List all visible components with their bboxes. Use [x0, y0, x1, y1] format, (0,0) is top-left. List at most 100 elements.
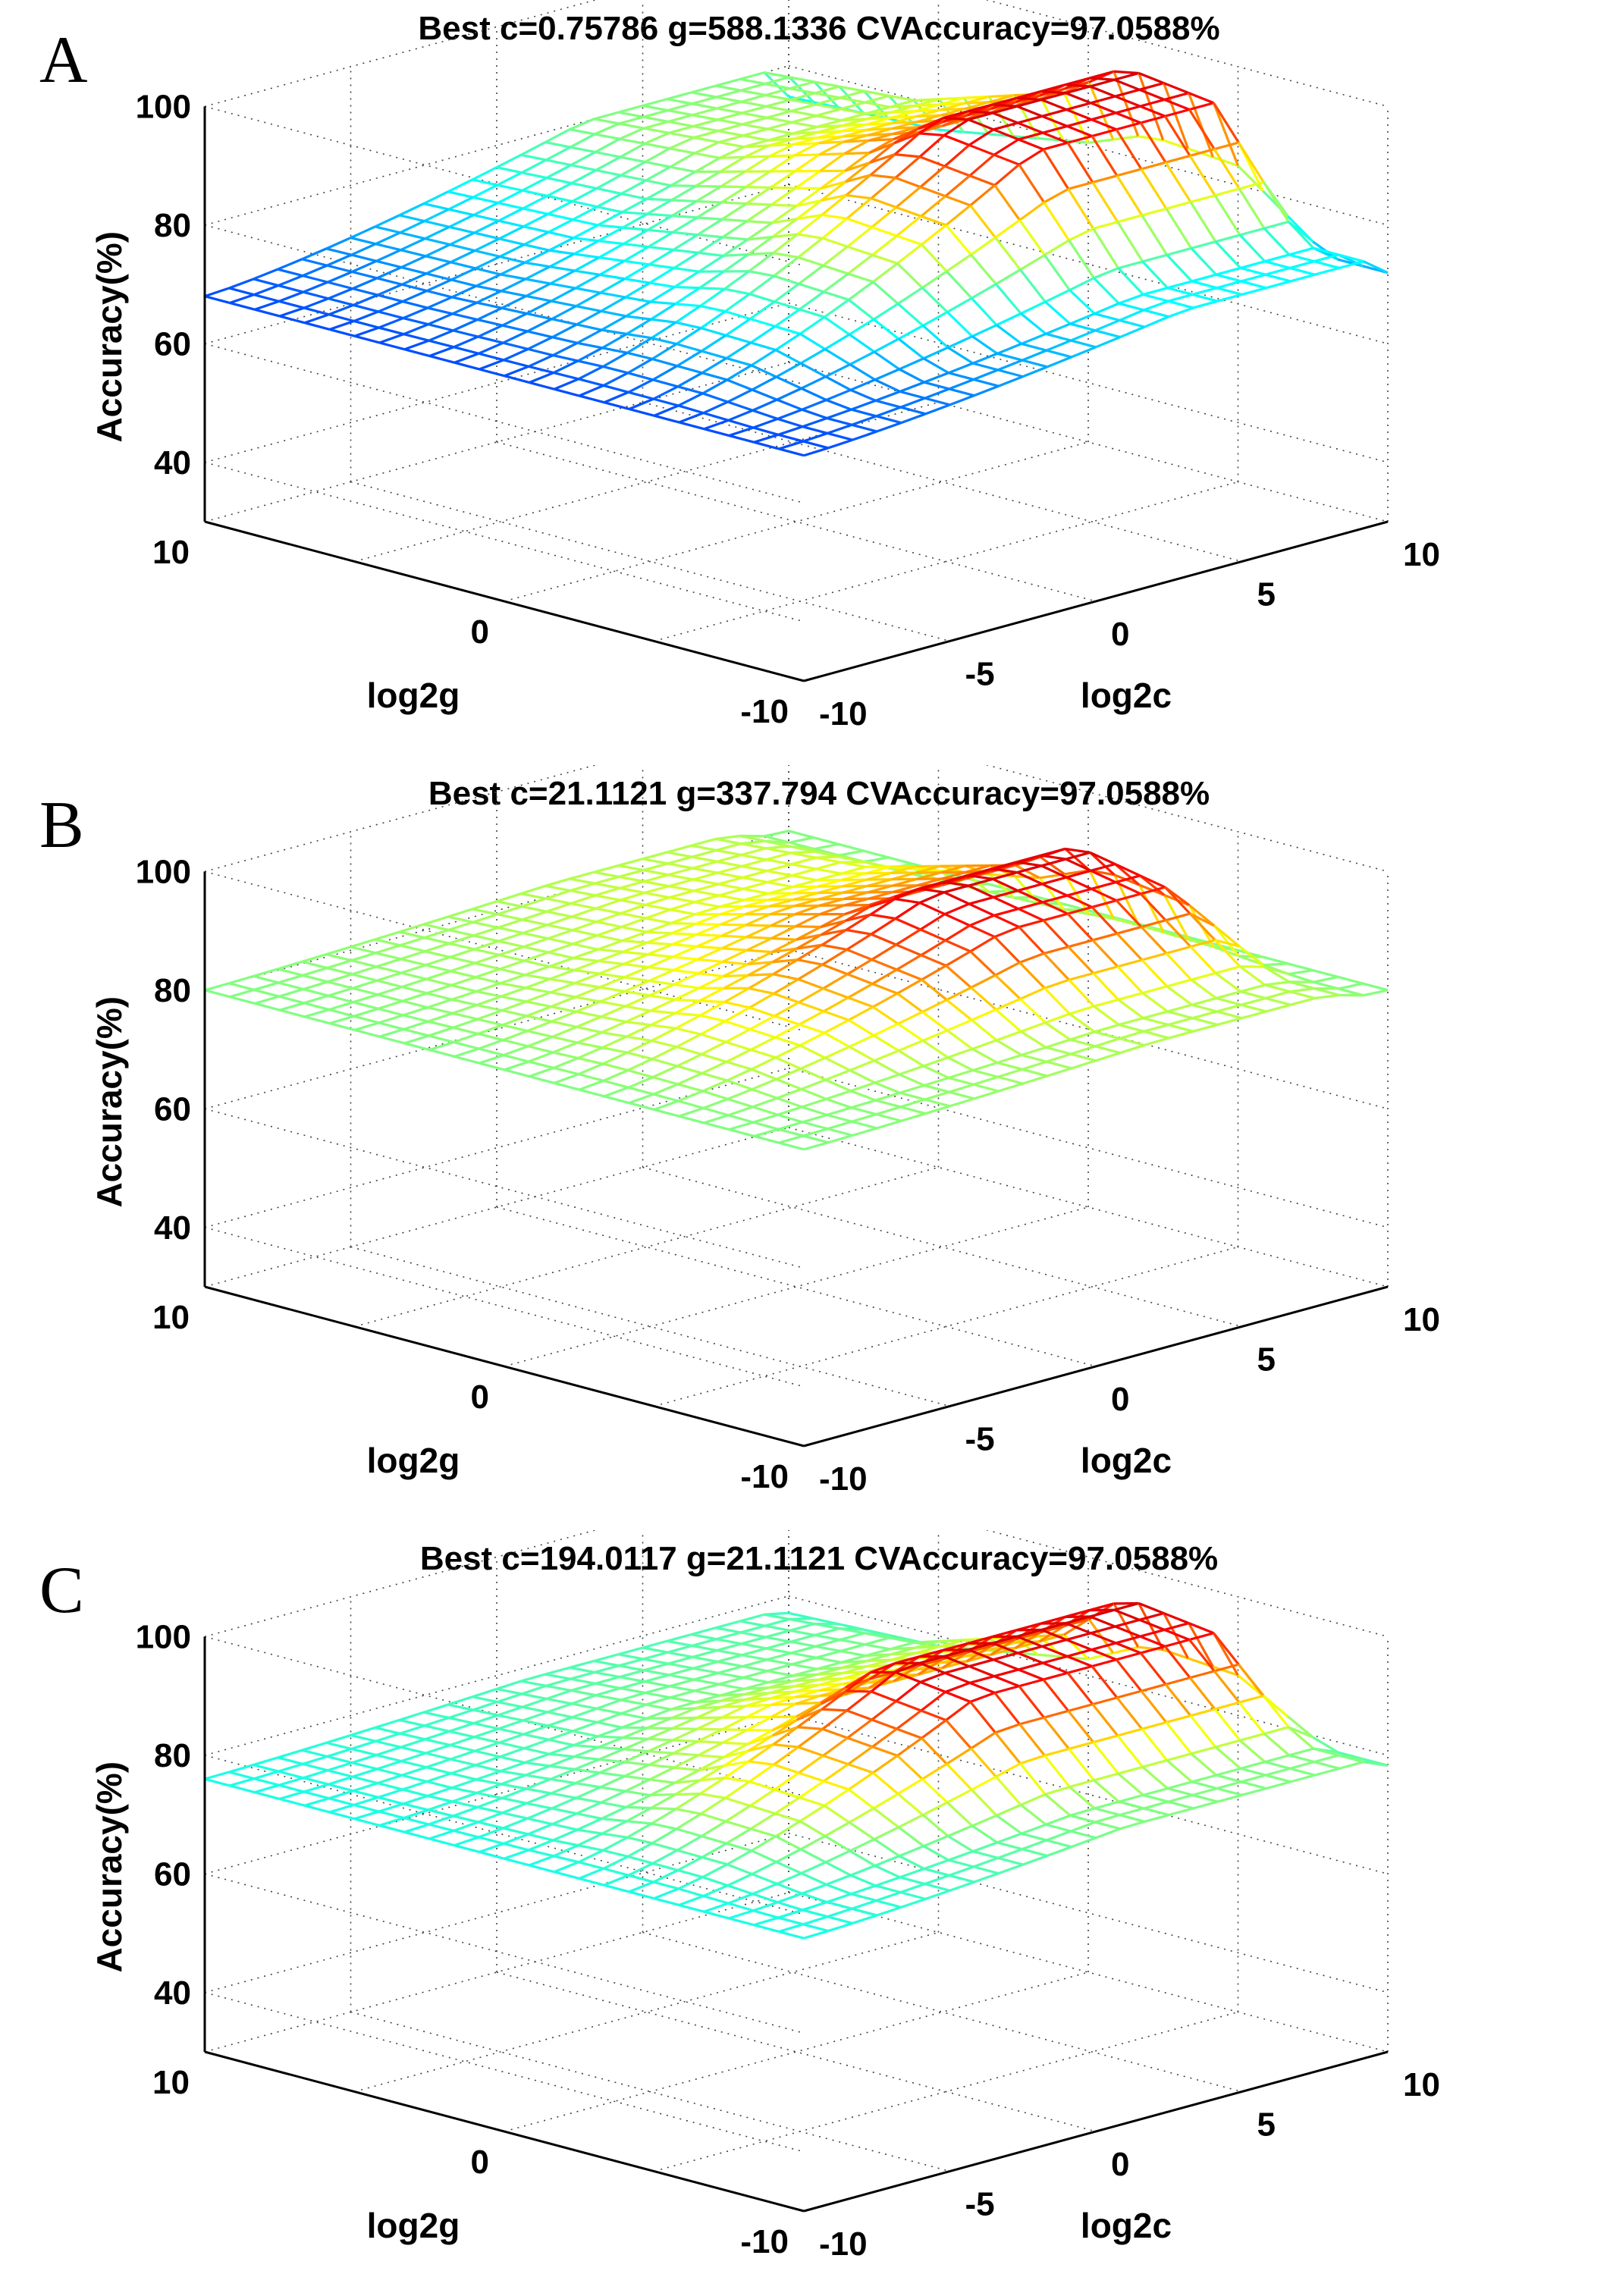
surface-mesh-line: [644, 142, 670, 150]
surface-mesh-line: [875, 1106, 901, 1116]
surface-mesh-line: [651, 318, 676, 324]
surface-mesh-line: [1264, 253, 1290, 263]
surface-mesh-line: [1067, 1710, 1094, 1743]
surface-mesh-line: [1094, 329, 1121, 339]
surface-mesh-line: [674, 287, 701, 306]
surface-mesh-line: [426, 278, 452, 293]
surface-mesh-line: [551, 336, 578, 344]
surface-mesh-line: [746, 220, 773, 224]
surface-mesh-line: [620, 179, 647, 195]
surface-mesh-line: [670, 184, 696, 187]
surface-mesh-line: [749, 993, 775, 1009]
surface-mesh-line: [642, 104, 668, 112]
surface-mesh-line: [528, 354, 554, 368]
surface-mesh-line: [1216, 996, 1242, 1006]
surface-mesh-line: [896, 954, 922, 971]
surface-mesh-line: [698, 251, 723, 257]
surface-mesh-line: [403, 1020, 429, 1030]
surface-mesh-line: [644, 891, 670, 899]
surface-mesh-line: [699, 1014, 726, 1023]
surface-mesh-line: [1265, 1767, 1291, 1777]
surface-mesh-line: [798, 1771, 824, 1783]
surface-mesh-line: [815, 867, 842, 875]
surface-mesh-line: [1138, 71, 1165, 85]
surface-mesh-line: [375, 930, 400, 941]
surface-mesh-line: [1091, 881, 1116, 890]
surface-mesh-line: [770, 187, 797, 206]
surface-mesh-line: [824, 333, 850, 350]
surface-mesh-line: [998, 375, 1024, 387]
surface-mesh-line: [620, 174, 646, 182]
surface-mesh-line: [1090, 102, 1116, 114]
surface-mesh-line: [1020, 1021, 1046, 1033]
surface-mesh-line: [1288, 980, 1315, 990]
surface-mesh-line: [776, 1067, 802, 1081]
surface-mesh-line: [400, 1760, 427, 1769]
surface-mesh-line: [623, 1736, 648, 1740]
surface-mesh-line: [1263, 1733, 1291, 1757]
surface-mesh-line: [594, 133, 620, 140]
surface-mesh-line: [724, 293, 751, 312]
surface-mesh-line: [797, 958, 823, 966]
surface-mesh-line: [1065, 77, 1091, 86]
surface-mesh-line: [1339, 260, 1364, 270]
surface-mesh-line: [303, 297, 329, 309]
wall-grid-line: [204, 461, 805, 623]
surface-mesh-line: [849, 350, 875, 366]
surface-mesh-line: [473, 939, 500, 951]
surface-mesh-line: [918, 134, 946, 158]
surface-mesh-line: [546, 182, 573, 197]
floor-grid-line: [496, 1971, 1097, 2132]
surface-mesh-line: [326, 967, 353, 976]
surface-mesh-line: [921, 1762, 948, 1780]
surface-mesh-line: [943, 1655, 970, 1668]
surface-mesh-line: [1166, 1714, 1191, 1724]
surface-mesh-line: [329, 319, 355, 331]
surface-mesh-line: [449, 948, 475, 958]
surface-mesh-line: [992, 1635, 1018, 1645]
surface-mesh-line: [1240, 260, 1266, 270]
surface-mesh-line: [798, 1001, 824, 1013]
surface-mesh-line: [354, 1810, 380, 1821]
surface-mesh-line: [991, 861, 1017, 870]
surface-mesh-line: [643, 115, 669, 123]
surface-mesh-line: [790, 852, 816, 859]
surface-mesh-line: [918, 880, 944, 890]
surface-mesh-line: [993, 138, 1019, 156]
surface-mesh-line: [527, 1035, 553, 1048]
surface-mesh-line: [670, 165, 695, 174]
surface-mesh-line: [522, 177, 548, 192]
surface-mesh-line: [671, 933, 697, 946]
surface-mesh-line: [1215, 965, 1241, 974]
surface-mesh-line: [1238, 188, 1266, 229]
surface-mesh-line: [720, 1705, 747, 1719]
surface-mesh-line: [601, 1817, 627, 1823]
surface-mesh-line: [1016, 871, 1043, 886]
surface-mesh-line: [715, 1626, 741, 1634]
surface-mesh-line: [379, 341, 405, 351]
surface-mesh-line: [896, 1727, 922, 1739]
surface-mesh-line: [617, 858, 643, 867]
surface-mesh-line: [478, 335, 504, 344]
surface-mesh-line: [796, 213, 823, 221]
surface-mesh-line: [1067, 188, 1095, 230]
surface-mesh-line: [995, 1776, 1022, 1806]
surface-mesh-line: [850, 399, 877, 411]
surface-mesh-line: [1044, 254, 1071, 291]
surface-mesh-line: [552, 353, 579, 362]
surface-mesh-line: [821, 919, 846, 936]
surface-mesh-line: [1062, 92, 1090, 143]
surface-mesh-line: [774, 1036, 801, 1047]
surface-mesh-line: [679, 421, 705, 431]
surface-mesh-line: [651, 321, 677, 340]
surface-mesh-line: [626, 1051, 653, 1061]
surface-mesh-line: [497, 207, 524, 222]
surface-mesh-line: [745, 186, 772, 205]
surface-mesh-line: [1087, 81, 1115, 140]
surface-mesh-line: [947, 335, 973, 349]
surface-mesh-line: [789, 76, 815, 83]
surface-mesh-line: [597, 1726, 623, 1738]
surface-mesh-line: [742, 880, 768, 890]
surface-mesh-line: [1118, 293, 1144, 305]
g-tick-label: 10: [152, 1299, 190, 1336]
